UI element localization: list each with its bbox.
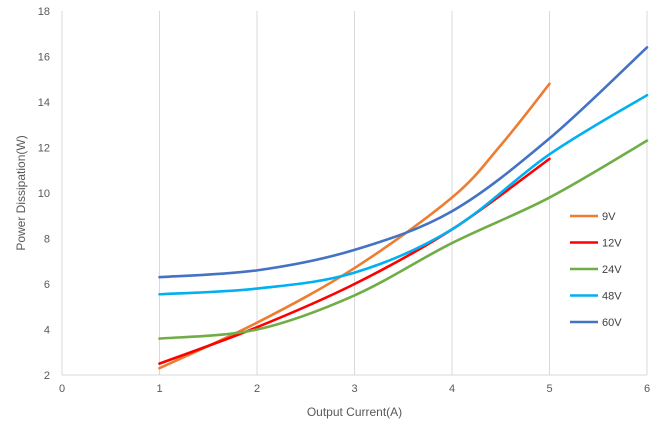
x-tick-label: 0 xyxy=(59,383,65,395)
series-lines xyxy=(158,46,649,370)
series-line-60v xyxy=(158,46,649,279)
y-tick-label: 16 xyxy=(38,52,50,64)
y-tick-label: 12 xyxy=(38,143,50,155)
x-tick-label: 1 xyxy=(156,383,162,395)
y-tick-label: 6 xyxy=(44,279,50,291)
series-line-24v xyxy=(158,139,649,340)
y-tick-label: 10 xyxy=(38,188,50,200)
series-line-48v xyxy=(158,93,649,296)
y-axis-title: Power Dissipation(W) xyxy=(14,135,28,250)
y-tick-label: 14 xyxy=(38,97,50,109)
legend-label-60v: 60V xyxy=(602,317,622,329)
x-tick-label: 2 xyxy=(254,383,260,395)
y-tick-label: 4 xyxy=(44,325,50,337)
x-tick-label: 5 xyxy=(546,383,552,395)
x-axis-title: Output Current(A) xyxy=(307,405,402,419)
y-tick-label: 8 xyxy=(44,234,50,246)
grid-layer xyxy=(61,11,648,376)
legend-label-12v: 12V xyxy=(602,238,622,250)
x-tick-label: 3 xyxy=(351,383,357,395)
legend-label-9v: 9V xyxy=(602,211,616,223)
y-tick-label: 2 xyxy=(44,370,50,382)
legend: 9V 12V 24V 48V 60V xyxy=(570,211,622,329)
legend-label-24v: 24V xyxy=(602,264,622,276)
y-tick-label: 18 xyxy=(38,6,50,18)
x-tick-label: 4 xyxy=(449,383,455,395)
legend-label-48v: 48V xyxy=(602,291,622,303)
x-tick-label: 6 xyxy=(644,383,650,395)
